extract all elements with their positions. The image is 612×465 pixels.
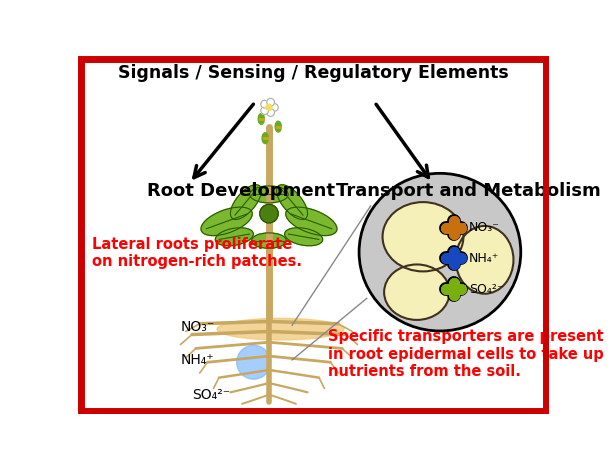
Circle shape (266, 104, 272, 111)
Circle shape (237, 345, 271, 379)
Text: Transport and Metabolism: Transport and Metabolism (336, 181, 601, 199)
Text: SO₄²⁻: SO₄²⁻ (469, 283, 504, 296)
Ellipse shape (275, 121, 282, 132)
Ellipse shape (230, 185, 261, 219)
Circle shape (261, 106, 269, 114)
Ellipse shape (262, 133, 268, 144)
Circle shape (271, 104, 278, 111)
Ellipse shape (384, 265, 450, 320)
Text: NO₃⁻: NO₃⁻ (469, 221, 500, 234)
Text: NH₄⁺: NH₄⁺ (469, 252, 499, 265)
Ellipse shape (201, 207, 252, 236)
Ellipse shape (217, 319, 344, 340)
Ellipse shape (382, 202, 463, 272)
Text: NO₃⁻: NO₃⁻ (181, 320, 215, 334)
Ellipse shape (285, 228, 323, 246)
Ellipse shape (277, 185, 308, 219)
Circle shape (261, 100, 269, 108)
Ellipse shape (215, 228, 253, 246)
Text: Root Development: Root Development (147, 181, 335, 199)
Text: NH₄⁺: NH₄⁺ (181, 353, 214, 367)
Ellipse shape (456, 226, 513, 294)
Text: Lateral roots proliferate
on nitrogen-rich patches.: Lateral roots proliferate on nitrogen-ri… (92, 237, 302, 269)
Text: Specific transporters are present
in root epidermal cells to take up
nutrients f: Specific transporters are present in roo… (328, 329, 604, 379)
Ellipse shape (286, 207, 337, 236)
Ellipse shape (252, 233, 286, 248)
Text: SO₄²⁻: SO₄²⁻ (192, 388, 230, 402)
Circle shape (267, 99, 275, 106)
Ellipse shape (359, 173, 521, 331)
Ellipse shape (258, 113, 264, 124)
Circle shape (267, 109, 275, 116)
Circle shape (259, 205, 278, 223)
Text: Signals / Sensing / Regulatory Elements: Signals / Sensing / Regulatory Elements (118, 64, 509, 82)
Ellipse shape (250, 186, 288, 203)
